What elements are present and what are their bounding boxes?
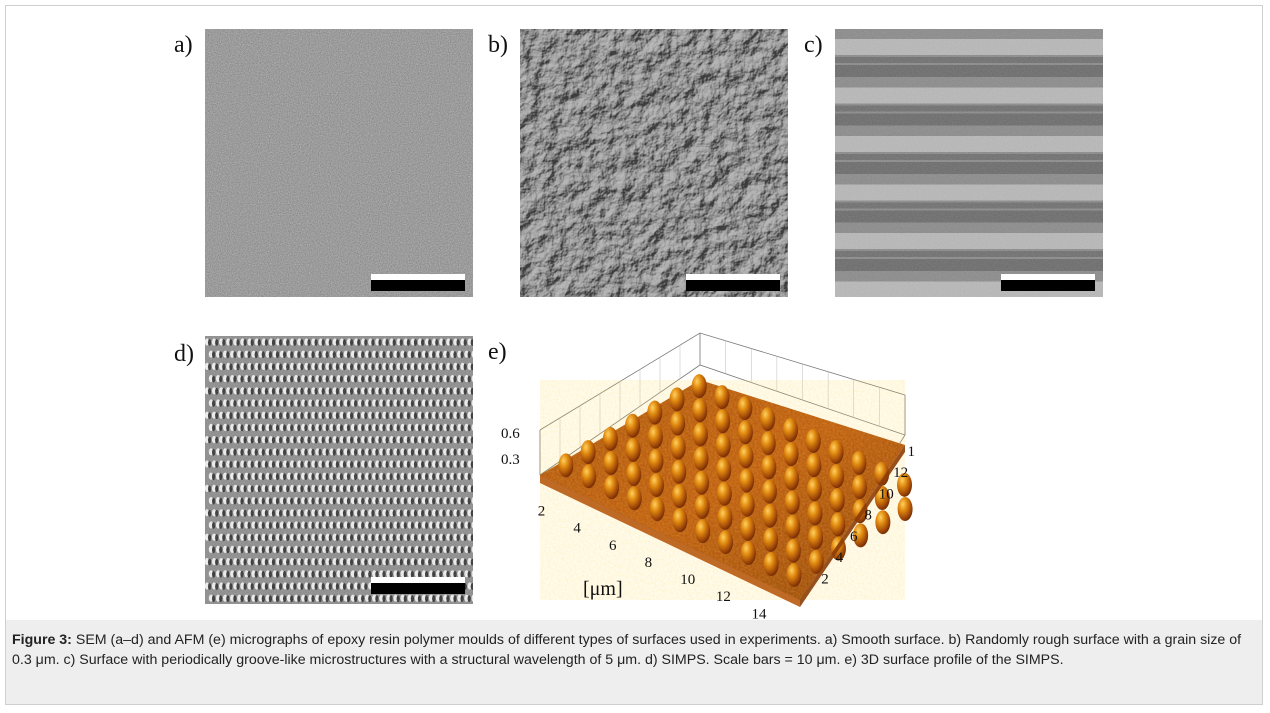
scale-bar	[1001, 274, 1095, 291]
scale-bar	[686, 274, 780, 291]
z-tick: 0.3	[501, 452, 520, 468]
groove-surface-texture	[835, 29, 1103, 297]
z-tick: 0.6	[501, 426, 520, 442]
y-tick: 14	[907, 444, 915, 460]
panel-e-label: e)	[488, 339, 507, 365]
panel-c-label: c)	[804, 32, 823, 58]
y-tick: 4	[836, 550, 844, 566]
x-tick: 4	[573, 521, 581, 537]
y-tick: 2	[821, 571, 829, 587]
y-tick: 6	[850, 529, 858, 545]
y-tick: 12	[893, 465, 908, 481]
panel-a-label: a)	[174, 32, 193, 58]
scale-bar	[371, 274, 465, 291]
panel-b-label: b)	[488, 32, 508, 58]
y-tick: 10	[879, 486, 894, 502]
y-tick: 8	[864, 508, 872, 524]
x-tick: 6	[609, 538, 617, 554]
panel-d-sem-image	[205, 336, 473, 604]
scale-bar	[371, 577, 465, 594]
rough-surface-texture	[520, 29, 788, 297]
afm-grid	[559, 340, 880, 462]
caption-text: SEM (a–d) and AFM (e) micrographs of epo…	[12, 632, 1242, 668]
panel-b-sem-image	[520, 29, 788, 297]
panel-a-sem-image	[205, 29, 473, 297]
panel-d-label: d)	[174, 341, 194, 367]
x-tick: 12	[716, 589, 731, 605]
x-tick: 8	[645, 555, 653, 571]
panel-c-sem-image	[835, 29, 1103, 297]
caption-label: Figure 3:	[12, 632, 72, 648]
x-tick: 14	[752, 606, 768, 620]
figure-caption: Figure 3: SEM (a–d) and AFM (e) microgra…	[6, 620, 1262, 704]
x-tick: 10	[680, 572, 695, 588]
axis-unit-label: [μm]	[583, 578, 623, 600]
simps-surface-texture	[205, 336, 473, 604]
x-tick: 2	[538, 504, 546, 520]
smooth-surface-texture	[205, 29, 473, 297]
